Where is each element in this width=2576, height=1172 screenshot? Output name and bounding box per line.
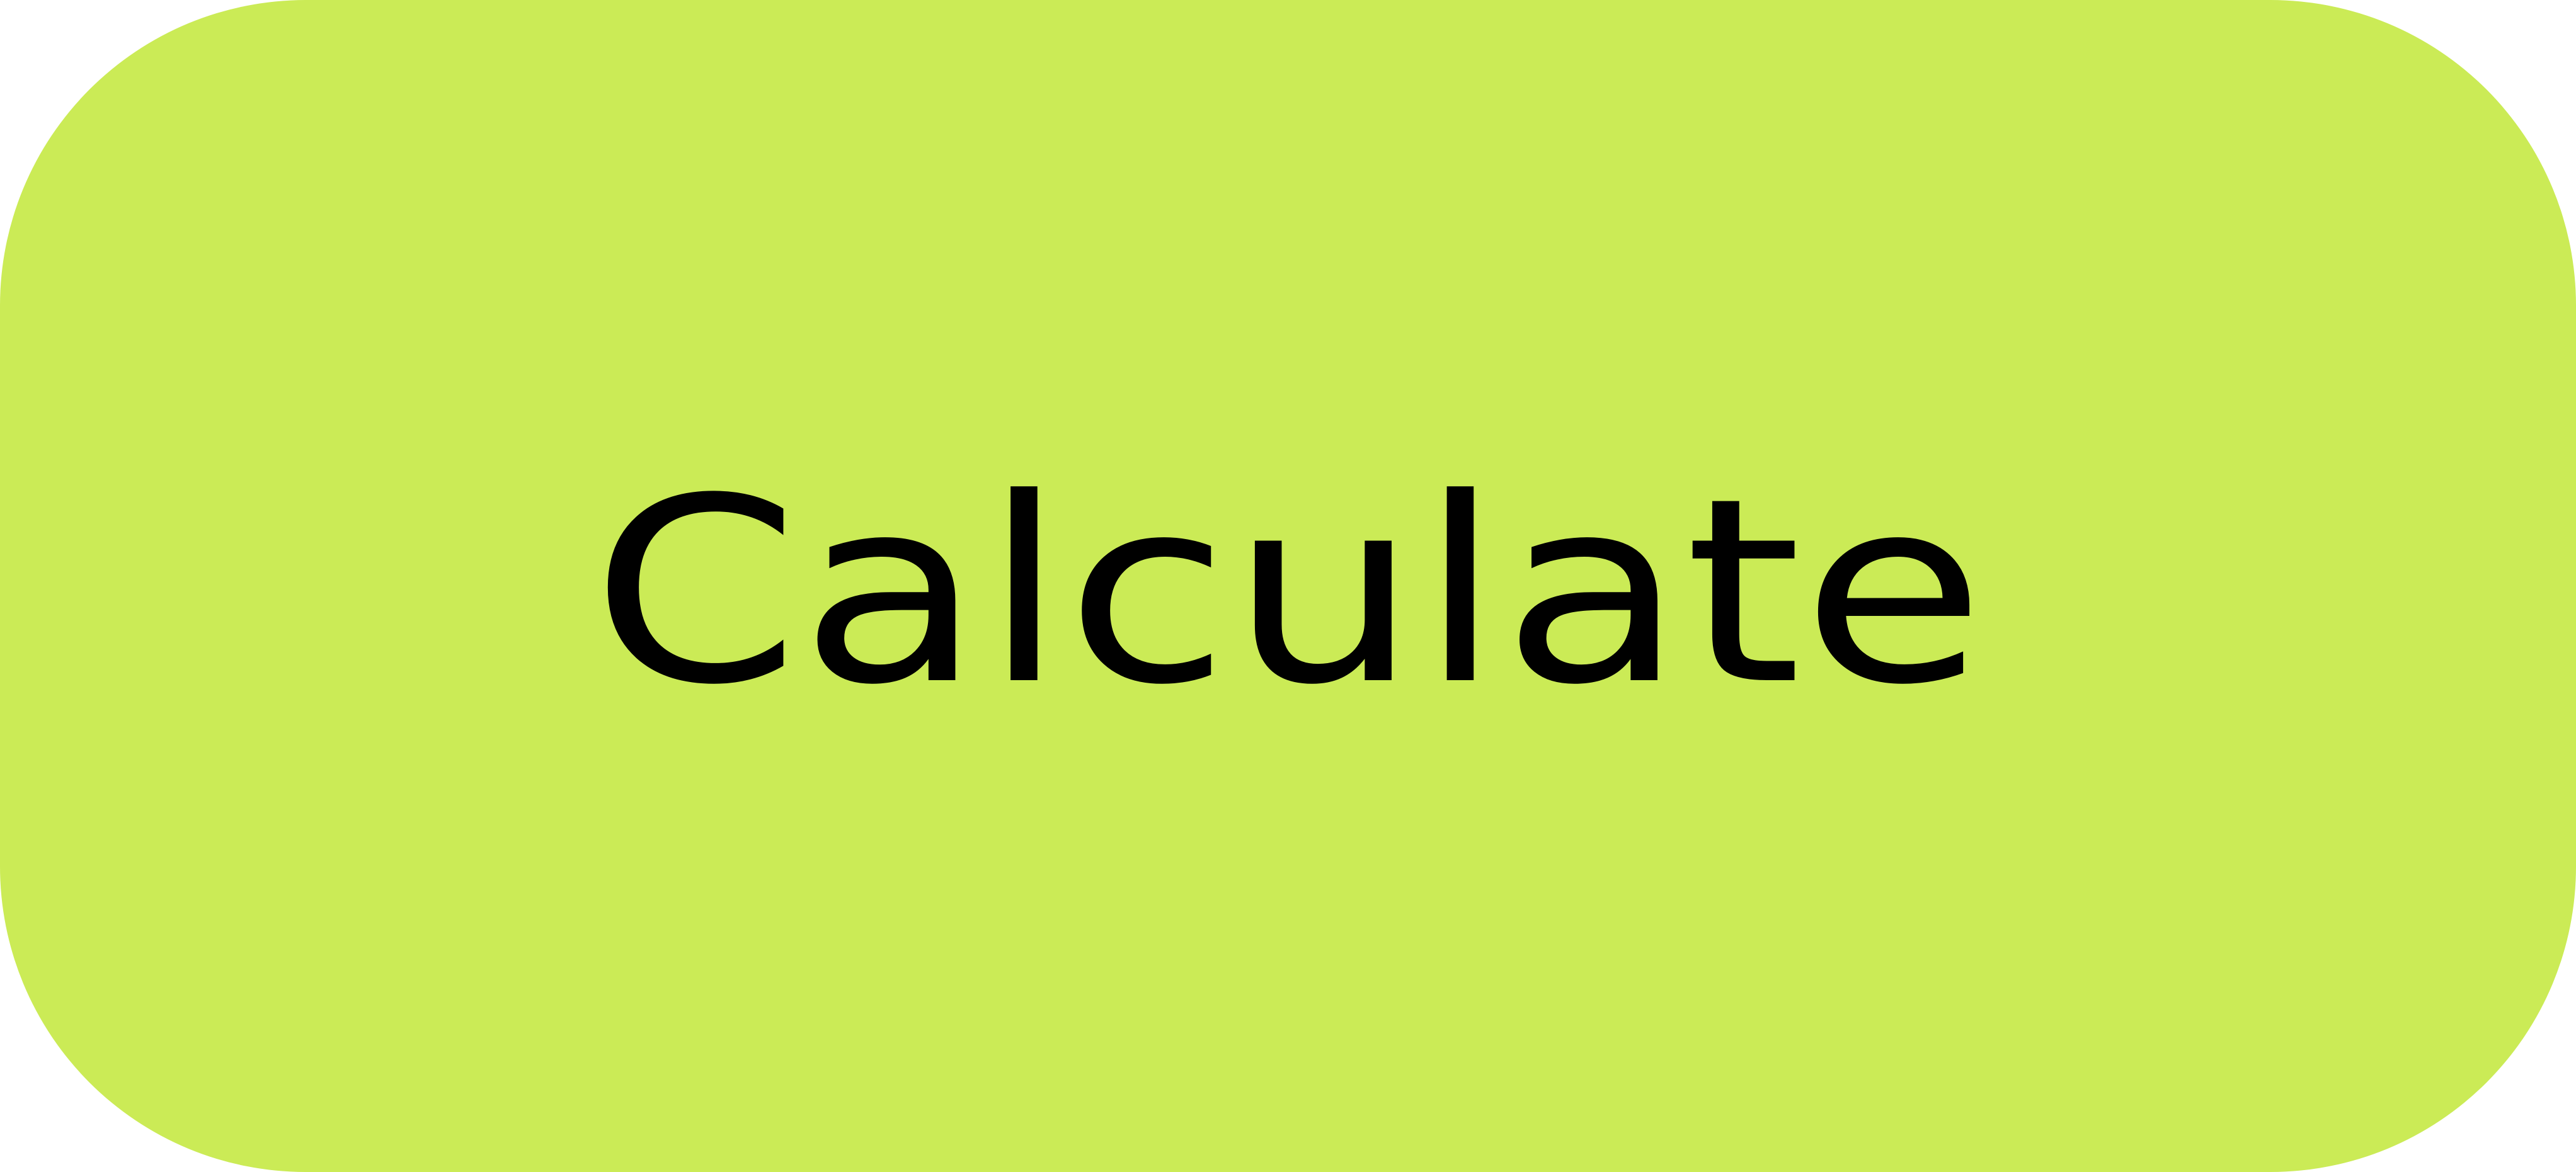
calculate-button-label: Calculate bbox=[590, 443, 1986, 741]
